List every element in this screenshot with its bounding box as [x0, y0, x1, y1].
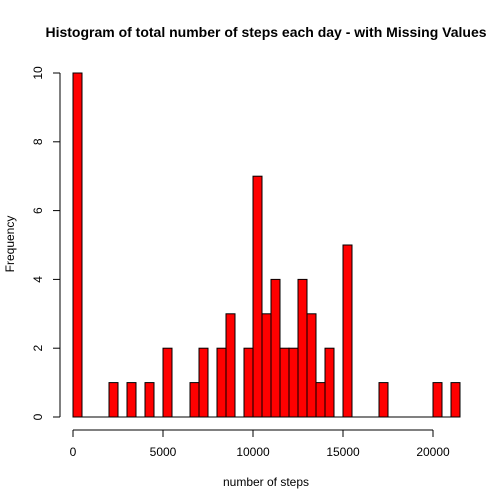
y-axis-label: Frequency [3, 216, 17, 273]
histogram-bar-26 [306, 313, 317, 418]
y-tick-label: 2 [31, 345, 45, 352]
histogram-bar-23 [279, 347, 290, 418]
histogram-bar-27 [315, 382, 326, 418]
histogram-bar-24 [288, 347, 299, 418]
x-tick-label: 0 [70, 445, 77, 459]
y-axis: 0 2 4 6 8 10 [31, 66, 61, 420]
histogram-bar-13 [189, 382, 200, 418]
histogram-bar-4 [108, 382, 119, 418]
chart-title: Histogram of total number of steps each … [45, 24, 486, 40]
histogram-bar-19 [243, 347, 254, 418]
histogram-bar-0 [72, 72, 83, 418]
y-tick-label: 8 [31, 138, 45, 145]
histogram-bar-22 [270, 278, 281, 418]
histogram-bar-14 [198, 347, 209, 418]
x-axis: 0 5000 10000 15000 20000 [70, 429, 450, 459]
histogram-bar-28 [324, 347, 335, 418]
y-tick-label: 4 [31, 276, 45, 283]
histogram-bar-25 [297, 278, 308, 418]
histogram-bar-17 [225, 313, 236, 418]
histogram-bar-21 [261, 313, 272, 418]
bars-group [72, 72, 461, 418]
histogram-bar-42 [450, 382, 461, 418]
y-tick-label: 6 [31, 207, 45, 214]
histogram-bar-34 [378, 382, 389, 418]
x-axis-label: number of steps [223, 475, 309, 489]
histogram-bar-30 [342, 244, 353, 418]
histogram-bar-20 [252, 175, 263, 418]
y-tick-label: 0 [31, 413, 45, 420]
histogram-bar-10 [162, 347, 173, 418]
x-tick-label: 15000 [326, 445, 360, 459]
histogram-bar-6 [126, 382, 137, 418]
x-tick-label: 5000 [150, 445, 177, 459]
y-tick-label: 10 [31, 66, 45, 80]
histogram-bar-8 [144, 382, 155, 418]
histogram-bar-16 [216, 347, 227, 418]
histogram-bar-40 [432, 382, 443, 418]
x-tick-label: 20000 [416, 445, 450, 459]
x-tick-label: 10000 [236, 445, 270, 459]
